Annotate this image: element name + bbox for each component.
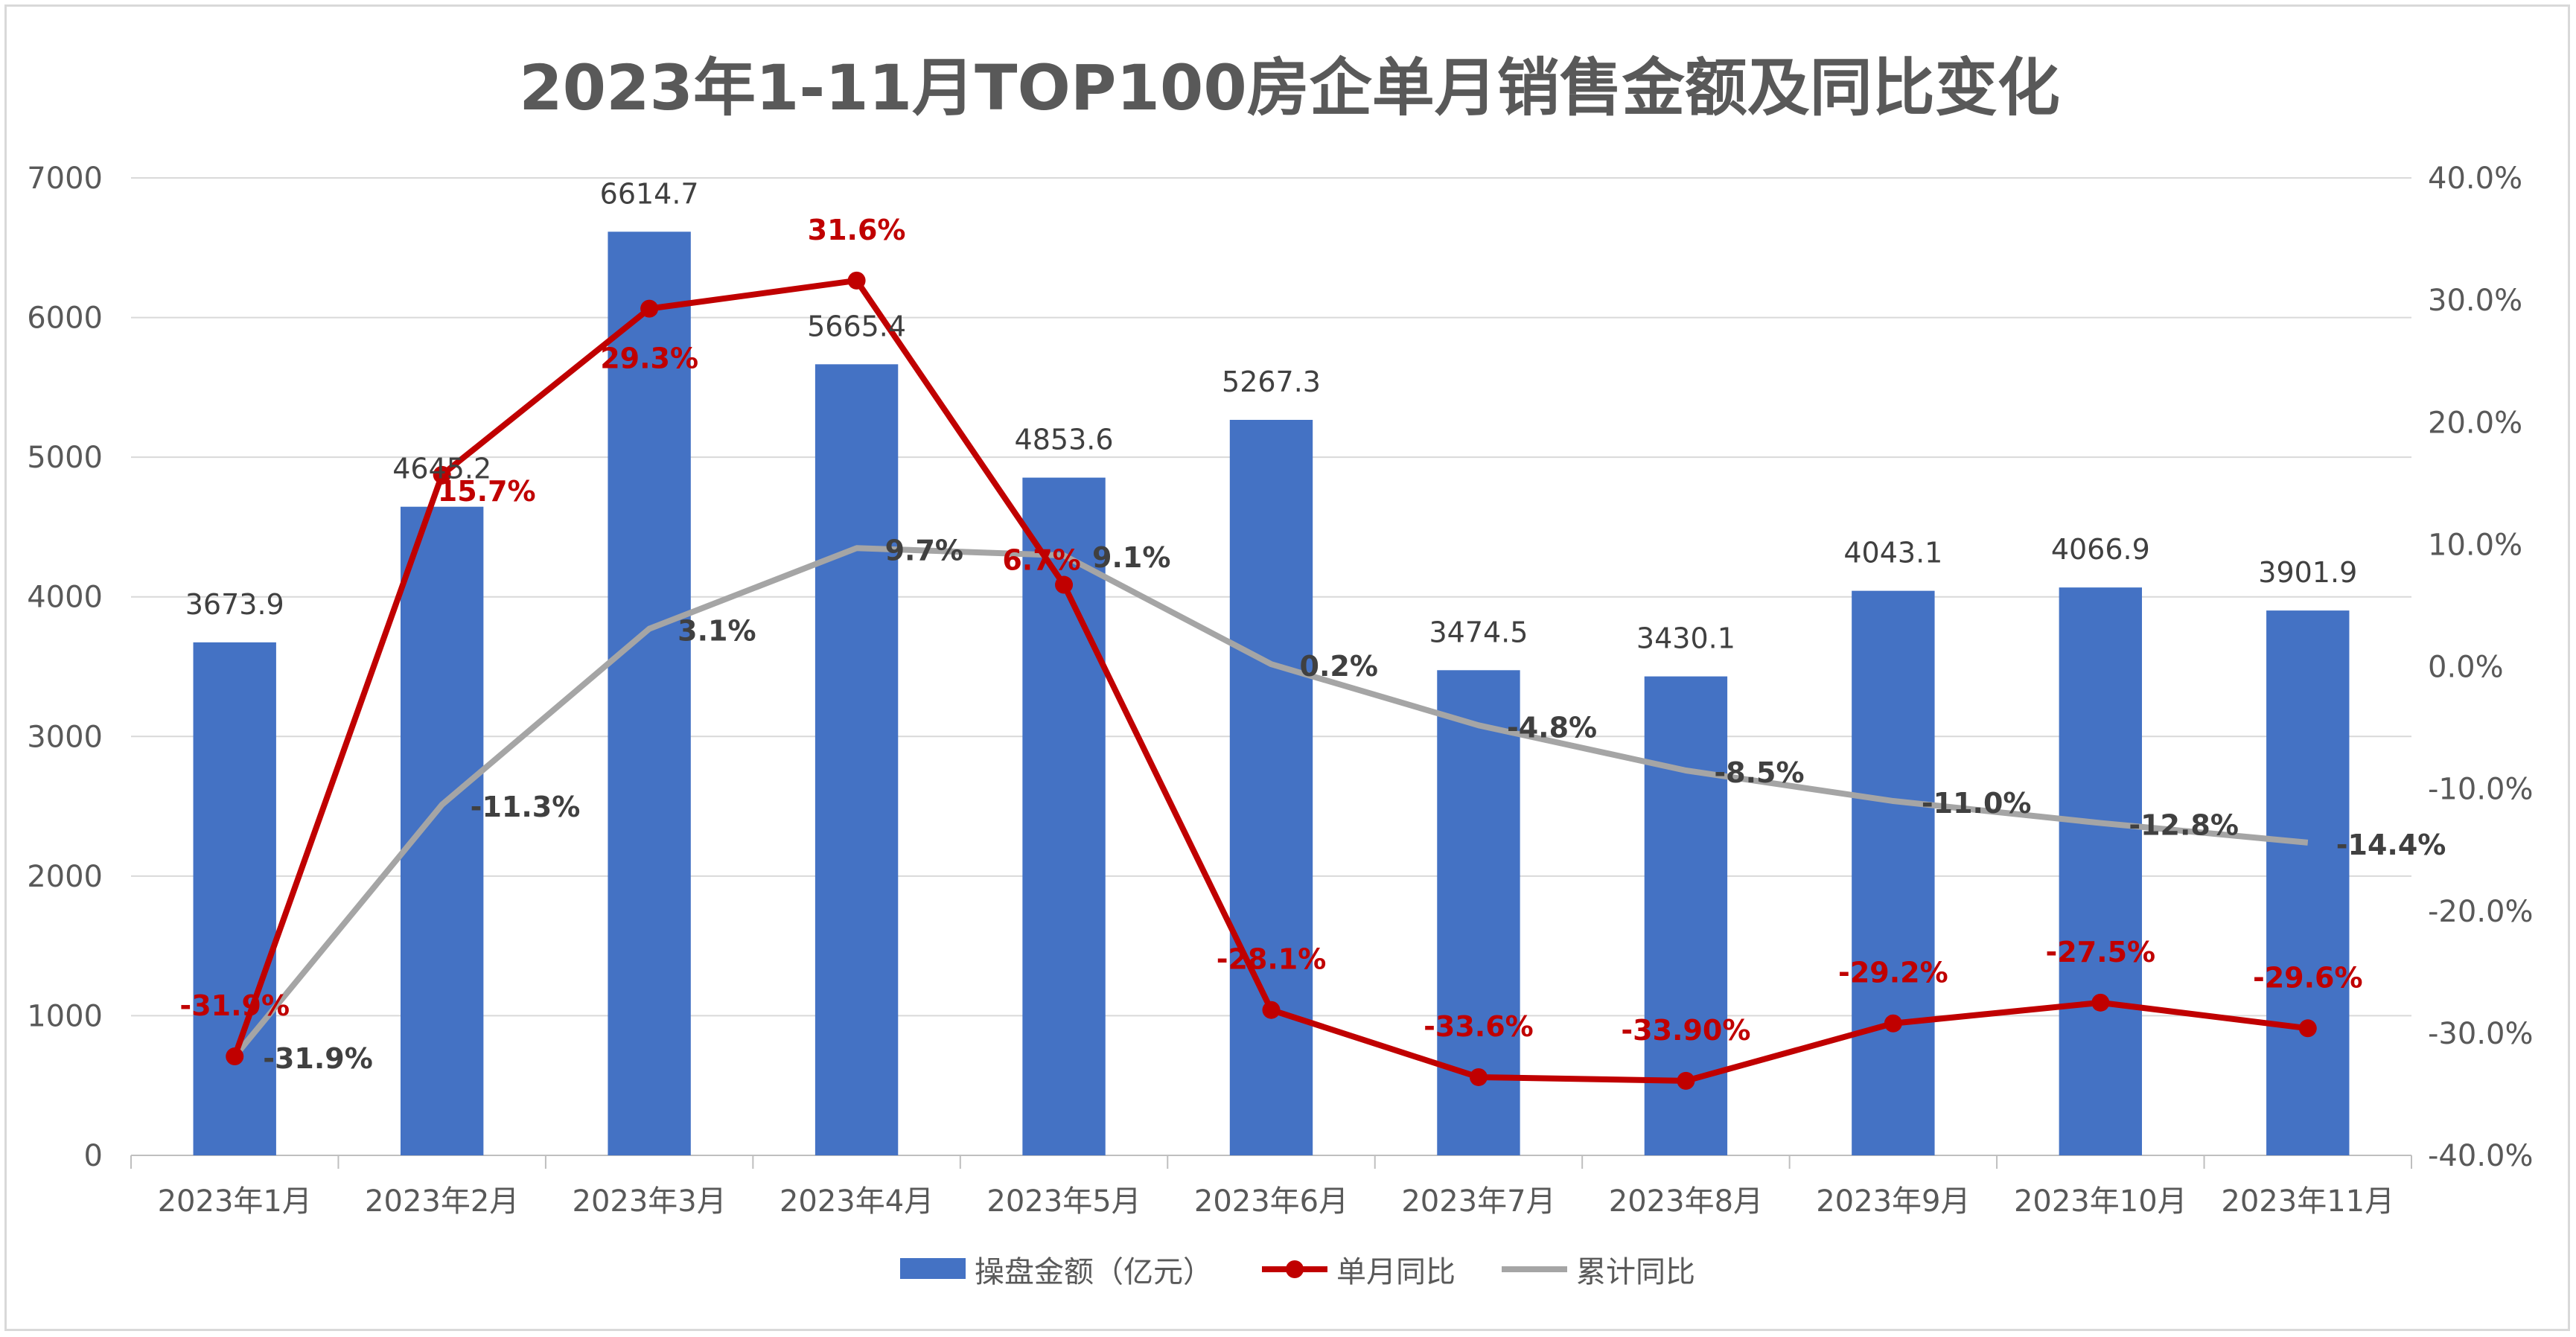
monthly-yoy-label: -33.6%	[1424, 1010, 1534, 1043]
legend: 操盘金额（亿元） 单月同比 累计同比	[900, 1255, 1695, 1289]
line-series	[226, 271, 2317, 1090]
y-right-tick: 0.0%	[2428, 651, 2504, 685]
y-left-tick: 4000	[27, 581, 103, 615]
monthly-yoy-label: 31.6%	[808, 214, 906, 246]
cumulative-yoy-label: -8.5%	[1714, 756, 1804, 789]
bar-value-label: 4066.9	[2051, 533, 2150, 566]
bar-value-label: 3474.5	[1429, 616, 1528, 648]
x-tick-label: 2023年11月	[2221, 1184, 2394, 1219]
x-tick-label: 2023年1月	[158, 1184, 312, 1219]
monthly-yoy-label: -28.1%	[1217, 943, 1327, 976]
bar	[2266, 610, 2350, 1155]
monthly-yoy-label: -33.90%	[1621, 1014, 1750, 1047]
y-right-tick: -40.0%	[2428, 1139, 2534, 1173]
cumulative-yoy-label: 0.2%	[1300, 650, 1378, 683]
x-tick-label: 2023年10月	[2014, 1184, 2187, 1219]
bar-value-label: 6614.7	[600, 177, 699, 210]
monthly-yoy-point	[1677, 1071, 1695, 1090]
cumulative-yoy-label: -11.0%	[1922, 787, 2032, 820]
bar-value-label: 4043.1	[1843, 537, 1942, 569]
x-tick-label: 2023年7月	[1401, 1184, 1555, 1219]
monthly-yoy-label: 6.7%	[1002, 544, 1080, 577]
cumulative-yoy-label: -14.4%	[2336, 829, 2446, 861]
bar-value-label: 5665.4	[807, 310, 906, 342]
monthly-yoy-label: -31.9%	[179, 989, 290, 1022]
bar-value-label: 4853.6	[1015, 424, 1114, 456]
y-right-tick: -10.0%	[2428, 773, 2534, 807]
cumulative-yoy-label: -31.9%	[263, 1042, 373, 1075]
legend-bar-swatch	[900, 1258, 966, 1279]
y-left-tick: 2000	[27, 860, 103, 894]
legend-cumulative-label: 累计同比	[1576, 1255, 1695, 1289]
y-left-tick: 0	[84, 1139, 103, 1173]
y-left-tick: 1000	[27, 999, 103, 1033]
bar-value-label: 3901.9	[2258, 556, 2357, 589]
y-right-tick: 10.0%	[2428, 528, 2522, 562]
bar-value-label: 3430.1	[1636, 622, 1735, 655]
monthly-yoy-point	[1055, 575, 1074, 594]
cumulative-yoy-line	[232, 545, 2309, 1059]
monthly-yoy-label: -29.6%	[2253, 961, 2363, 994]
x-tick-label: 2023年6月	[1194, 1184, 1348, 1219]
y-right-tick: 20.0%	[2428, 406, 2522, 440]
chart-frame: 2023年1-11月TOP100房企单月销售金额及同比变化 0 1000 2000 3…	[4, 4, 2570, 1331]
x-tick-label: 2023年4月	[780, 1184, 934, 1219]
y-right-tick: -30.0%	[2428, 1017, 2534, 1051]
monthly-yoy-point	[847, 271, 866, 290]
x-tick-label: 2023年5月	[986, 1184, 1141, 1219]
bar	[608, 232, 691, 1156]
bar	[1852, 590, 1935, 1155]
cumulative-yoy-label: 9.1%	[1092, 541, 1170, 574]
bar	[193, 642, 276, 1155]
y-right-tick: 30.0%	[2428, 284, 2522, 318]
cumulative-yoy-label: -4.8%	[1507, 711, 1597, 744]
bar	[400, 506, 484, 1155]
y-right-tick: 40.0%	[2428, 162, 2522, 196]
y-left-tick: 7000	[27, 162, 103, 196]
bar-value-label: 3673.9	[185, 588, 284, 621]
monthly-yoy-point	[2091, 993, 2110, 1012]
bar-value-label: 4645.2	[392, 453, 491, 485]
monthly-yoy-label: -29.2%	[1838, 957, 1948, 989]
cumulative-yoy-label: -11.3%	[471, 791, 581, 823]
cumulative-yoy-label: -12.8%	[2129, 809, 2239, 842]
monthly-yoy-label: 29.3%	[600, 342, 698, 375]
x-tick-label: 2023年3月	[573, 1184, 727, 1219]
monthly-yoy-point	[640, 299, 659, 318]
y-left-tick: 3000	[27, 720, 103, 754]
bar	[1229, 420, 1313, 1155]
cumulative-yoy-label: 3.1%	[678, 615, 756, 648]
monthly-yoy-point	[1884, 1014, 1902, 1033]
monthly-yoy-point	[226, 1047, 244, 1066]
data-labels: 3673.9 4645.2 6614.7 5665.4 4853.6 5267.3 3474…	[179, 177, 2446, 1075]
legend-monthly-label: 单月同比	[1336, 1255, 1456, 1289]
y-left-tick: 6000	[27, 301, 103, 336]
monthly-yoy-label: 15.7%	[438, 475, 536, 508]
x-tick-label: 2023年9月	[1816, 1184, 1970, 1219]
bar	[814, 364, 899, 1156]
monthly-yoy-label: -27.5%	[2046, 936, 2156, 969]
bar-series	[193, 232, 2350, 1156]
x-tick-label: 2023年2月	[365, 1184, 519, 1219]
monthly-yoy-point	[2298, 1019, 2317, 1038]
bar-value-label: 5267.3	[1222, 366, 1321, 398]
y-right-tick: -20.0%	[2428, 895, 2534, 929]
x-tick-label: 2023年8月	[1609, 1184, 1763, 1219]
axes: 0 1000 2000 3000 4000 5000 6000 7000 -40.0% -30.0…	[27, 162, 2533, 1219]
monthly-yoy-point	[1469, 1068, 1488, 1086]
sales-chart: 2023年1-11月TOP100房企单月销售金额及同比变化 0 1000 2000 3…	[27, 51, 2533, 1289]
monthly-yoy-point	[1262, 1001, 1281, 1019]
monthly-yoy-point	[433, 465, 451, 484]
bar	[2059, 587, 2143, 1155]
legend-bar-label: 操盘金额（亿元）	[975, 1255, 1213, 1289]
y-left-tick: 5000	[27, 441, 103, 475]
legend-monthly-marker	[1286, 1260, 1304, 1278]
cumulative-yoy-label: 9.7%	[885, 534, 963, 567]
chart-title: 2023年1-11月TOP100房企单月销售金额及同比变化	[519, 51, 2060, 124]
